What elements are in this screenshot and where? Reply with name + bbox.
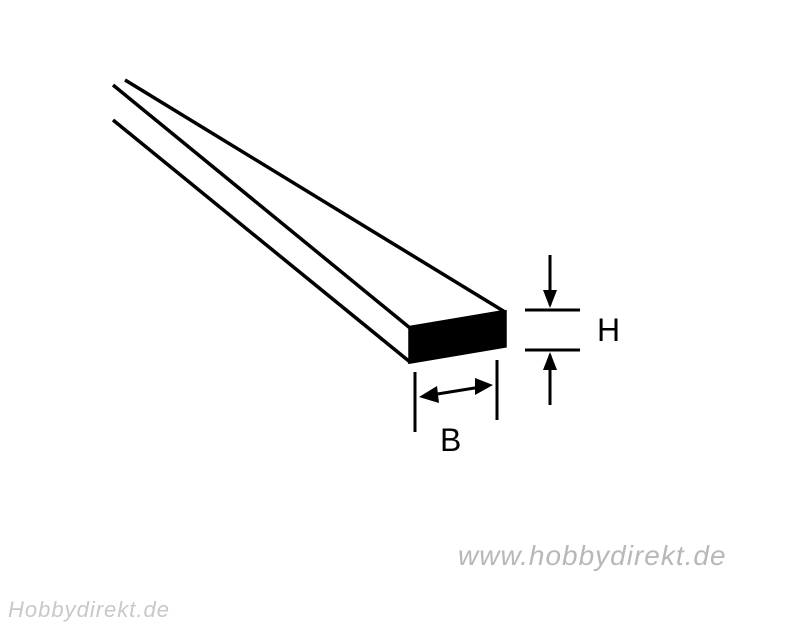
label-width: B	[440, 422, 461, 459]
dim-h-arrow-down-head	[543, 290, 557, 308]
dim-h-arrow-up-head	[543, 352, 557, 370]
dim-b-arrow-left-head	[419, 386, 439, 403]
watermark-url: www.hobbydirekt.de	[458, 540, 727, 572]
bar-bottom-left-edge	[113, 120, 410, 362]
watermark-brand: Hobbydirekt.de	[8, 597, 170, 623]
bar-profile-svg	[105, 60, 695, 490]
bar-top-right-edge	[125, 80, 505, 312]
label-height: H	[597, 312, 620, 349]
bar-top-left-edge	[113, 85, 410, 328]
technical-diagram: H B	[105, 60, 695, 490]
dim-b-arrow-right-head	[475, 378, 493, 395]
